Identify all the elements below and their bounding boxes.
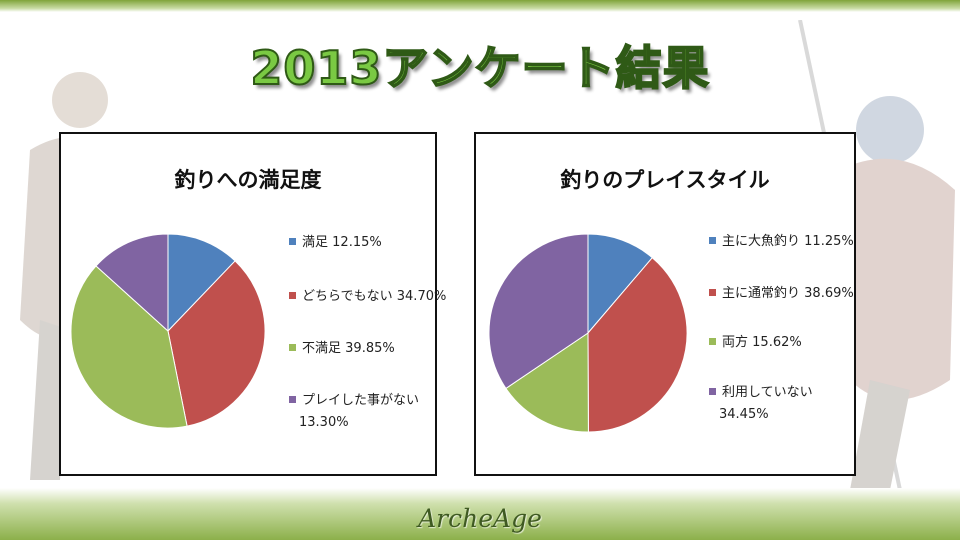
pie-slice [488, 233, 589, 390]
pie-slice [167, 233, 236, 333]
legend-swatch [289, 344, 296, 351]
legend-value: 12.15% [332, 235, 382, 250]
legend-item: 両方 15.62% [709, 332, 802, 354]
archeage-logo: ArcheAge [418, 504, 542, 533]
bottom-decor-bar [0, 488, 960, 540]
pie-slice [70, 265, 188, 429]
legend-item: 不満足 39.85% [289, 338, 395, 360]
legend-swatch [709, 388, 716, 395]
top-decor-bar [0, 0, 960, 12]
legend-label: 満足 [302, 235, 329, 250]
legend-item: 主に大魚釣り 11.25% [709, 231, 854, 253]
legend-value: 11.25% [804, 234, 854, 249]
chart-panel-satisfaction: 釣りへの満足度 満足 12.15% どちらでもない 34.70% 不満足 39.… [59, 132, 446, 476]
legend-swatch [289, 396, 296, 403]
pie-slice [587, 233, 653, 335]
chart-title: 釣りへの満足度 [174, 168, 322, 192]
legend-item: 主に通常釣り 38.69% [709, 283, 854, 305]
legend-item: プレイした事がない 13.30% [289, 390, 419, 434]
legend-value: 39.85% [345, 341, 395, 356]
legend-value: 34.45% [719, 407, 769, 422]
legend-swatch [709, 338, 716, 345]
legend-item: どちらでもない 34.70% [289, 286, 446, 308]
legend-label: 主に大魚釣り [722, 234, 801, 249]
chart-title: 釣りのプレイスタイル [560, 168, 770, 192]
page-title: 2013アンケート結果 [249, 40, 710, 96]
pie-slice [505, 332, 589, 433]
legend-label: 不満足 [302, 341, 342, 356]
legend-label: プレイした事がない [302, 393, 420, 408]
pie-slice [167, 260, 266, 427]
legend-label: 主に通常釣り [722, 286, 801, 301]
legend-item: 満足 12.15% [289, 232, 382, 254]
pie-slice [587, 257, 688, 433]
legend-swatch [289, 238, 296, 245]
legend-swatch [289, 292, 296, 299]
legend-label: 両方 [722, 335, 749, 350]
chart-panel-playstyle: 釣りのプレイスタイル 主に大魚釣り 11.25% 主に通常釣り 38.69% 両… [474, 132, 856, 476]
legend-value: 15.62% [752, 335, 802, 350]
legend-value: 38.69% [804, 286, 854, 301]
legend-item: 利用していない 34.45% [709, 382, 813, 426]
legend-value: 34.70% [396, 289, 447, 304]
legend-swatch [709, 237, 716, 244]
pie-chart [70, 233, 266, 429]
legend-swatch [709, 289, 716, 296]
legend-value: 13.30% [299, 415, 349, 430]
legend-label: 利用していない [722, 385, 813, 400]
legend-label: どちらでもない [302, 289, 393, 304]
pie-chart [488, 233, 688, 433]
pie-slice [95, 233, 169, 333]
